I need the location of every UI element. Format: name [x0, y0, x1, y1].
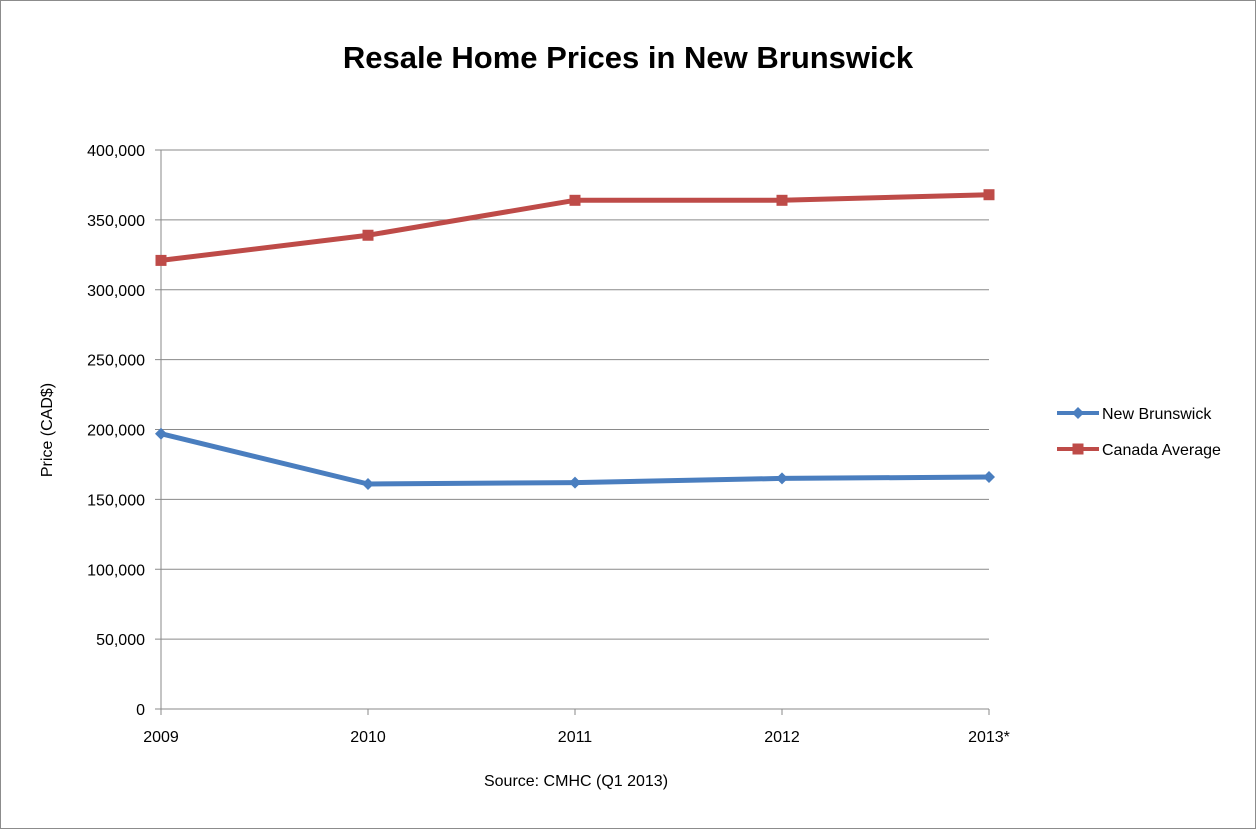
- y-tick-label: 150,000: [87, 492, 145, 509]
- y-tick-label: 100,000: [87, 562, 145, 579]
- data-point-new-brunswick: [983, 471, 995, 484]
- series-new-brunswick: [155, 427, 995, 491]
- data-point-canada-average: [776, 194, 788, 206]
- legend-item-canada-average: Canada Average: [1057, 442, 1221, 459]
- y-tick-label: 300,000: [87, 283, 145, 300]
- y-axis-title: Price (CAD$): [39, 383, 56, 477]
- x-tick-label: 2011: [558, 729, 593, 746]
- x-tick-label: 2012: [764, 729, 800, 746]
- chart-title: Resale Home Prices in New Brunswick: [343, 40, 914, 75]
- legend-marker: [1072, 407, 1084, 419]
- y-tick-label: 400,000: [87, 143, 145, 160]
- legend: New Brunswick Canada Average: [1057, 406, 1221, 459]
- data-point-new-brunswick: [776, 472, 788, 485]
- series-canada-average: [155, 189, 995, 266]
- y-tick-label: 350,000: [87, 213, 145, 230]
- legend-label: New Brunswick: [1102, 406, 1212, 423]
- legend-label: Canada Average: [1102, 442, 1221, 459]
- data-point-canada-average: [155, 254, 167, 266]
- y-tick-label: 50,000: [96, 632, 145, 649]
- y-tick-label: 250,000: [87, 353, 145, 370]
- legend-item-new-brunswick: New Brunswick: [1057, 406, 1212, 423]
- x-axis-title: Source: CMHC (Q1 2013): [484, 773, 668, 790]
- gridlines: [155, 149, 989, 710]
- x-tick-label: 2013*: [968, 729, 1010, 746]
- data-point-new-brunswick: [155, 427, 167, 440]
- data-point-canada-average: [362, 229, 374, 241]
- legend-marker: [1072, 443, 1084, 455]
- x-tick-label: 2009: [143, 729, 179, 746]
- y-tick-label: 0: [136, 702, 145, 719]
- data-point-canada-average: [983, 189, 995, 201]
- y-tick-labels: 0 50,000 100,000 150,000 200,000 250,000 300,0…: [87, 143, 145, 719]
- x-tick-labels: 2009 2010 2011 2012 2013*: [143, 709, 1010, 746]
- data-point-new-brunswick: [569, 476, 581, 489]
- data-point-canada-average: [569, 194, 581, 206]
- y-tick-label: 200,000: [87, 423, 145, 440]
- data-point-new-brunswick: [362, 478, 374, 491]
- series-lines: [155, 189, 995, 491]
- x-tick-label: 2010: [350, 729, 386, 746]
